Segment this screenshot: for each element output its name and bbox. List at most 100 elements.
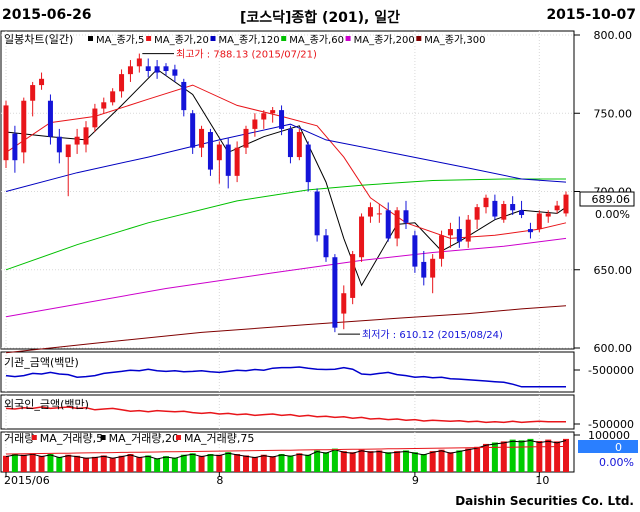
inst-amount-line <box>5 366 566 388</box>
volume-bar <box>385 452 392 472</box>
candle-body <box>154 66 160 73</box>
volume-tick: 100000 <box>588 429 630 442</box>
volume-bar <box>429 451 436 472</box>
candle-body <box>456 229 462 242</box>
high-annotation: 최고가 : 788.13 (2015/07/21) <box>142 49 317 61</box>
volume-ma20-line <box>5 445 567 455</box>
volume-current-value: 0 <box>615 441 622 454</box>
candle-body <box>341 293 347 314</box>
start-date: 2015-06-26 <box>2 7 92 23</box>
volume-bar <box>109 457 116 472</box>
candle-body <box>350 254 356 298</box>
volume-bar <box>287 455 294 472</box>
volume-bar <box>296 453 303 472</box>
price-legend-item: MA_종가,20 <box>154 34 209 46</box>
candle-body <box>279 110 285 129</box>
candle-body <box>465 219 471 242</box>
candle-body <box>430 258 436 278</box>
volume-bar <box>260 454 267 472</box>
candle-body <box>376 213 382 215</box>
volume-change-pct: 0.00% <box>599 456 634 469</box>
volume-current-box <box>578 440 638 453</box>
candle-body <box>3 105 9 161</box>
x-tick-label: 8 <box>216 474 223 487</box>
volume-bar <box>136 456 143 472</box>
candle-body <box>261 113 267 120</box>
high-annotation-text: 최고가 : 788.13 (2015/07/21) <box>176 49 317 61</box>
candle-body <box>21 100 27 153</box>
ma20-line <box>5 84 567 239</box>
volume-bar <box>314 450 321 472</box>
price-legend-swatch <box>88 36 93 41</box>
volume-bar <box>536 441 543 472</box>
candle-body <box>119 74 125 92</box>
price-legend-swatch <box>146 36 152 41</box>
volume-bar <box>269 456 276 472</box>
price-tick-label: 600.00 <box>594 342 633 355</box>
ma200-line <box>5 237 567 318</box>
candle-body <box>367 207 373 217</box>
volume-bar <box>145 455 152 472</box>
candle-body <box>163 66 169 71</box>
volume-bar <box>527 438 534 472</box>
volume-bar <box>438 449 445 472</box>
volume-bar <box>29 453 36 472</box>
volume-bar <box>243 455 249 472</box>
price-change-pct: 0.00% <box>595 208 630 221</box>
volume-bar <box>189 453 196 472</box>
inst-legend: 기관_금액(백만) <box>4 356 79 369</box>
candle-body <box>403 210 409 223</box>
volume-bar <box>154 458 161 472</box>
volume-bar <box>163 456 169 472</box>
candle-body <box>323 235 329 258</box>
volume-bar <box>127 454 134 472</box>
volume-bar <box>278 454 285 472</box>
volume-bar <box>349 452 356 472</box>
price-tick-label: 800.00 <box>594 30 633 42</box>
candle-body <box>510 204 516 211</box>
volume-bar <box>465 448 472 472</box>
price-panel-frame <box>0 30 575 350</box>
price-legend-item: MA_종가,200 <box>354 34 415 46</box>
volume-bar <box>198 455 205 472</box>
volume-bar <box>38 455 45 472</box>
candle-body <box>207 132 213 170</box>
candle-body <box>199 128 205 148</box>
current-price-box <box>579 191 635 207</box>
volume-bar <box>340 451 347 472</box>
candle-body <box>145 66 151 71</box>
price-legend-swatch <box>416 36 422 41</box>
volume-bar <box>358 449 365 472</box>
price-legend-item: MA_종가,120 <box>219 34 280 46</box>
candle-body <box>385 210 391 239</box>
stock-chart[interactable]: 일봉차트(일간) MA_종가,5 MA_종가,20 MA_종가,120 MA_종가,6… <box>0 30 640 490</box>
volume-bar <box>411 452 418 472</box>
footer-company: Daishin Securities Co. Ltd. <box>455 494 634 508</box>
candlestick-series <box>3 53 569 333</box>
volume-bar <box>518 440 525 472</box>
volume-bar <box>83 457 89 472</box>
candle-body <box>359 216 365 258</box>
candle-body <box>30 85 36 101</box>
low-annotation-text: 최저가 : 610.12 (2015/08/24) <box>362 329 503 341</box>
volume-bar <box>20 454 27 472</box>
volume-bar <box>118 455 125 472</box>
candle-body <box>12 133 18 161</box>
price-legend-item: MA_종가,5 <box>96 34 144 46</box>
x-tick-label: 10 <box>535 474 549 487</box>
price-legend: MA_종가,5 MA_종가,20 MA_종가,120 MA_종가,60 MA_종가,20… <box>88 34 485 46</box>
candle-body <box>332 257 338 328</box>
candle-body <box>527 229 533 233</box>
candle-body <box>519 210 525 215</box>
candle-body <box>412 235 418 267</box>
foreign-legend: 외국인_금액(백만) <box>4 398 89 411</box>
candle-body <box>101 102 107 109</box>
candle-body <box>305 144 311 183</box>
low-annotation: 최저가 : 610.12 (2015/08/24) <box>337 329 503 341</box>
candle-body <box>234 147 240 176</box>
volume-bar <box>563 438 569 472</box>
volume-bar <box>509 439 516 472</box>
volume-bar <box>3 455 9 472</box>
volume-bar <box>251 456 258 472</box>
price-tick-label: 650.00 <box>594 264 633 277</box>
